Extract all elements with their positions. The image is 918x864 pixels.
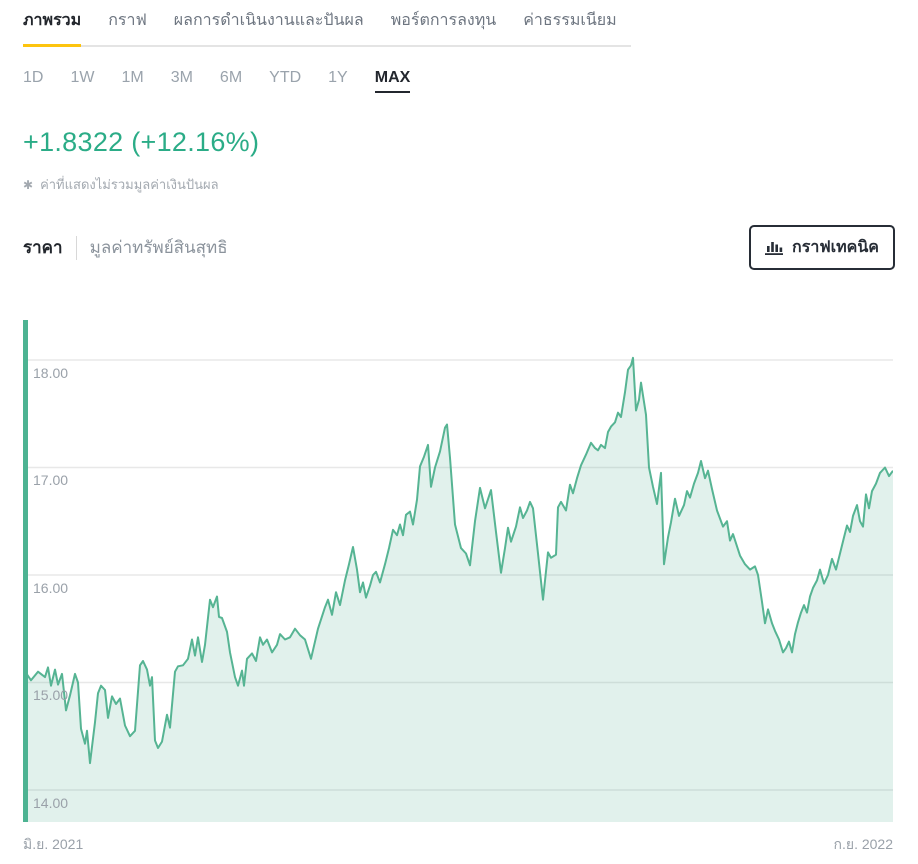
dividend-note-text: ค่าที่แสดงไม่รวมมูลค่าเงินปันผล [40,177,219,192]
range-ytd[interactable]: YTD [269,69,301,91]
y-tick-label: 14.00 [33,794,69,811]
area-fill [23,357,893,822]
range-max[interactable]: MAX [374,69,411,93]
tab-graph[interactable]: กราฟ [108,8,147,45]
price-change-value: +1.8322 (+12.16%) [23,127,260,157]
chart-controls-row: ราคา มูลค่าทรัพย์สินสุทธิ กราฟเทคนิค [23,225,895,270]
y-tick-label: 17.00 [33,472,69,489]
dividend-note: ✱ ค่าที่แสดงไม่รวมมูลค่าเงินปันผล [23,174,895,195]
range-1y[interactable]: 1Y [328,69,348,91]
range-label: YTD [269,69,302,86]
range-label: 6M [219,69,243,86]
range-1d[interactable]: 1D [23,69,43,91]
time-range-selector: 1D 1W 1M 3M 6M YTD 1Y MAX [23,69,895,93]
tab-performance-dividends[interactable]: ผลการดำเนินงานและปันผล [174,8,364,45]
range-label: MAX [374,69,411,86]
technical-chart-button[interactable]: กราฟเทคนิค [749,225,895,270]
chart-svg[interactable] [23,320,893,822]
range-label: 1Y [328,69,348,86]
range-label: 1D [23,69,44,86]
chart-section: 18.00 17.00 16.00 15.00 14.00 มิ.ย. 2021 ก.ย… [23,320,895,856]
range-1m[interactable]: 1M [121,69,143,91]
x-axis-start-label: มิ.ย. 2021 [23,836,84,852]
toggle-nav[interactable]: มูลค่าทรัพย์สินสุทธิ [89,238,228,257]
range-label: 1W [70,69,95,86]
tab-label: ค่าธรรมเนียม [523,12,617,29]
section-tabs: ภาพรวม กราฟ ผลการดำเนินงานและปันผล พอร์ต… [23,8,631,47]
series-toggle: ราคา มูลค่าทรัพย์สินสุทธิ [23,234,228,261]
tab-label: พอร์ตการลงทุน [390,12,497,29]
y-axis-bar [23,320,28,822]
tab-portfolio[interactable]: พอร์ตการลงทุน [391,8,497,45]
tab-overview[interactable]: ภาพรวม [23,8,82,47]
toggle-separator [75,235,77,260]
range-6m[interactable]: 6M [220,69,242,91]
x-axis-end-label: ก.ย. 2022 [833,836,894,852]
y-tick-label: 18.00 [33,364,69,381]
tab-fees[interactable]: ค่าธรรมเนียม [523,8,617,45]
tab-label: กราฟ [108,12,147,29]
tab-label: ภาพรวม [23,12,82,29]
asterisk-icon: ✱ [23,177,34,192]
toggle-price[interactable]: ราคา [23,238,63,257]
price-line [23,356,893,765]
x-axis-labels: มิ.ย. 2021 ก.ย. 2022 [23,834,893,856]
y-tick-label: 16.00 [33,579,69,596]
y-tick-label: 15.00 [33,687,69,704]
range-1w[interactable]: 1W [70,69,94,91]
price-area-chart[interactable]: 18.00 17.00 16.00 15.00 14.00 [23,320,893,822]
range-label: 1M [121,69,144,86]
bar-chart-icon [765,242,784,255]
tab-label: ผลการดำเนินงานและปันผล [173,12,364,29]
range-3m[interactable]: 3M [171,69,193,91]
range-label: 3M [170,69,193,86]
technical-chart-label: กราฟเทคนิค [792,239,879,256]
